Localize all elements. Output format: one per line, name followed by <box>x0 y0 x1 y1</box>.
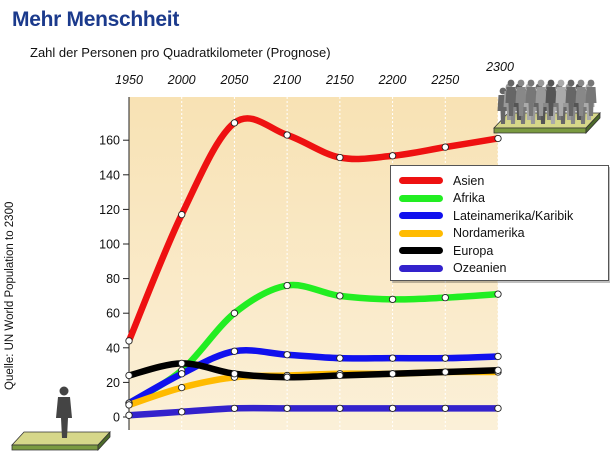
legend-item: Lateinamerika/Karibik <box>399 207 608 225</box>
x-tick-label: 2000 <box>167 73 196 87</box>
x-tick-label: 2200 <box>378 73 407 87</box>
x-tick-label: 2100 <box>272 73 301 87</box>
data-points <box>125 119 502 419</box>
legend-item: Afrika <box>399 190 608 208</box>
data-point <box>441 293 449 302</box>
legend-label: Ozeanien <box>453 261 507 276</box>
legend-swatch <box>399 229 443 237</box>
y-tick-label: 140 <box>99 168 120 182</box>
data-point <box>336 354 344 362</box>
crowd-icon <box>493 79 601 135</box>
data-point <box>125 337 133 345</box>
axes: 1950 2000 2050 2100 2150 2200 2250 2300 0 20 40 60 8… <box>99 60 514 430</box>
data-point <box>230 347 239 355</box>
legend-item: Ozeanien <box>399 260 608 278</box>
y-tick-label: 100 <box>99 238 120 252</box>
data-point <box>283 131 291 139</box>
chart-legend: Asien Afrika Lateinamerika/Karibik Nordamer… <box>390 165 609 281</box>
data-point <box>494 134 502 143</box>
data-point <box>230 404 239 412</box>
series-line-4 <box>125 360 502 381</box>
data-point <box>283 351 291 359</box>
data-point <box>178 408 186 416</box>
chart-title: Mehr Menschheit <box>12 8 180 31</box>
chart-subtitle: Zahl der Personen pro Quadratkilometer (… <box>30 45 331 60</box>
data-point <box>178 359 186 368</box>
source-note: Quelle: UN World Population to 2300 <box>4 201 16 390</box>
data-point <box>336 371 344 380</box>
legend-label: Lateinamerika/Karibik <box>453 208 574 223</box>
data-point <box>441 143 449 151</box>
legend-label: Asien <box>453 173 485 188</box>
legend-swatch <box>399 212 443 220</box>
x-tick-label: 2050 <box>220 73 249 87</box>
data-point <box>441 354 449 362</box>
data-point <box>388 152 397 160</box>
legend-item: Nordamerika <box>399 225 608 243</box>
data-point <box>388 370 397 378</box>
data-point <box>336 404 344 412</box>
legend-label: Europa <box>453 243 494 258</box>
data-point <box>125 371 133 380</box>
x-tick-label: 2250 <box>430 73 459 87</box>
person-icon <box>11 386 111 452</box>
y-tick-label: 0 <box>113 411 120 425</box>
data-point <box>178 383 186 392</box>
legend-swatch <box>399 177 443 185</box>
legend-swatch <box>399 247 443 255</box>
series-line-2 <box>125 347 502 407</box>
data-point <box>178 210 186 219</box>
data-point <box>178 370 186 378</box>
legend-item: Asien <box>399 172 608 190</box>
series-line-5 <box>125 404 502 419</box>
y-tick-label: 120 <box>99 203 120 217</box>
x-tick-label: 2300 <box>485 60 514 74</box>
data-point <box>494 366 502 374</box>
data-point <box>494 352 502 361</box>
data-point <box>336 292 344 300</box>
y-tick-label: 160 <box>99 134 120 148</box>
data-point <box>230 370 239 378</box>
y-tick-label: 20 <box>106 376 120 390</box>
y-tick-label: 80 <box>106 272 120 286</box>
data-point <box>283 373 291 381</box>
legend-item: Europa <box>399 242 608 260</box>
y-tick-label: 60 <box>106 307 120 321</box>
data-point <box>441 368 449 376</box>
x-tick-label: 1950 <box>115 73 143 87</box>
data-point <box>283 281 291 290</box>
data-point <box>125 401 133 409</box>
data-point <box>125 411 133 419</box>
data-point <box>230 119 239 127</box>
y-tick-label: 40 <box>106 341 120 355</box>
data-point <box>494 290 502 298</box>
legend-label: Nordamerika <box>453 226 525 241</box>
data-point <box>494 404 502 412</box>
data-point <box>441 404 449 412</box>
data-point <box>388 404 397 412</box>
legend-label: Afrika <box>453 191 485 206</box>
data-point <box>336 153 344 162</box>
data-point <box>388 295 397 304</box>
x-tick-label: 2150 <box>325 73 354 87</box>
data-point <box>388 354 397 362</box>
legend-swatch <box>399 194 443 202</box>
data-point <box>230 309 239 317</box>
legend-swatch <box>399 264 443 272</box>
data-point <box>283 404 291 412</box>
